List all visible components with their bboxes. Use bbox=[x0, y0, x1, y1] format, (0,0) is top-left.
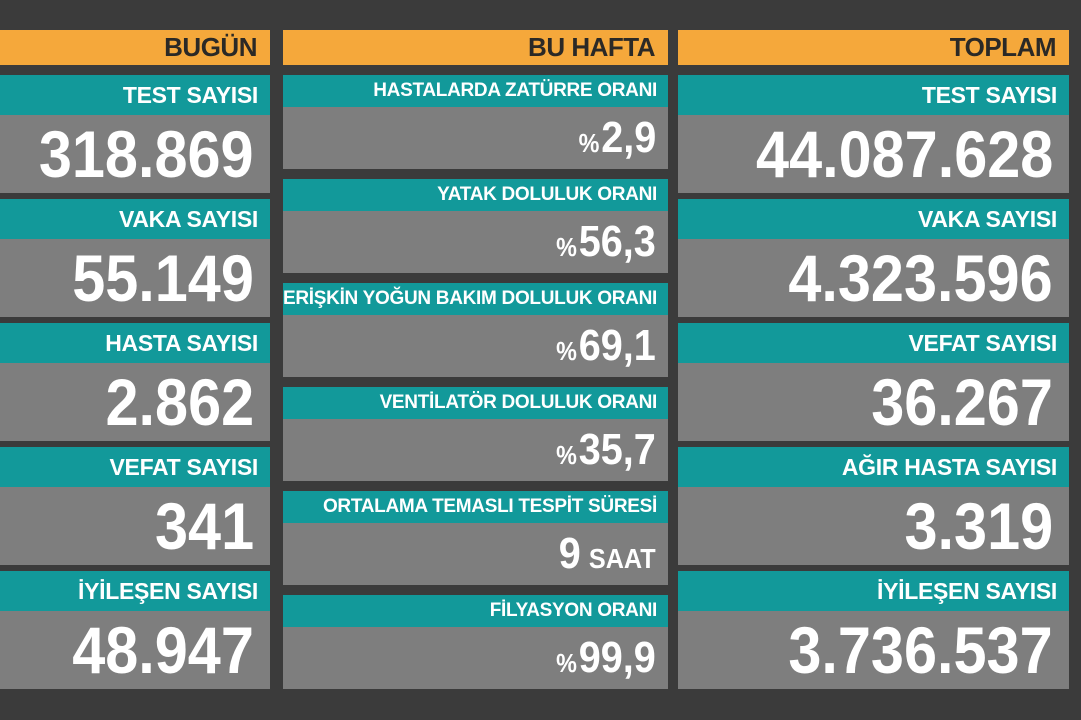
stat-label: YATAK DOLULUK ORANI bbox=[283, 179, 668, 211]
stat-value-text: 48.947 bbox=[72, 613, 254, 687]
stat-value: 341 bbox=[0, 487, 270, 565]
stat-label-text: VAKA SAYISI bbox=[118, 205, 258, 232]
stat-value: % 99,9 bbox=[283, 627, 668, 689]
stat-label-text: VEFAT SAYISI bbox=[109, 453, 258, 480]
stat-label-text: ERİŞKİN YOĞUN BAKIM DOLULUK ORANI bbox=[283, 288, 657, 309]
stat-value: 3.319 bbox=[678, 487, 1069, 565]
column-today-title: BUGÜN bbox=[164, 32, 257, 62]
column-total-header: TOPLAM bbox=[678, 30, 1069, 65]
stat-label: VENTİLATÖR DOLULUK ORANI bbox=[283, 387, 668, 419]
percent-sign: % bbox=[556, 440, 578, 470]
stat-value: % 69,1 bbox=[283, 315, 668, 377]
stat-value: 48.947 bbox=[0, 611, 270, 689]
stat-label-text: TEST SAYISI bbox=[122, 81, 258, 108]
column-total: TOPLAM TEST SAYISI 44.087.628 VAKA SAYIS… bbox=[678, 30, 1069, 695]
stat-value-text: 2,9 bbox=[600, 113, 656, 162]
column-today-header: BUGÜN bbox=[0, 30, 270, 65]
stat-value: 2.862 bbox=[0, 363, 270, 441]
stat-label: AĞIR HASTA SAYISI bbox=[678, 447, 1069, 487]
stat-value: 55.149 bbox=[0, 239, 270, 317]
stat-label-text: İYİLEŞEN SAYISI bbox=[877, 577, 1057, 604]
stat-label: VEFAT SAYISI bbox=[678, 323, 1069, 363]
panel-total-vefat: VEFAT SAYISI 36.267 bbox=[678, 323, 1069, 441]
panel-today-iyilesen: İYİLEŞEN SAYISI 48.947 bbox=[0, 571, 270, 689]
panel-week-zaturre: HASTALARDA ZATÜRRE ORANI % 2,9 bbox=[283, 75, 668, 169]
stat-label-text: HASTA SAYISI bbox=[105, 329, 258, 356]
panel-total-vaka: VAKA SAYISI 4.323.596 bbox=[678, 199, 1069, 317]
column-today: BUGÜN TEST SAYISI 318.869 VAKA SAYISI 55… bbox=[0, 30, 270, 695]
stat-value-text: 3.736.537 bbox=[788, 613, 1053, 687]
stat-label-text: TEST SAYISI bbox=[921, 81, 1057, 108]
stat-label-text: AĞIR HASTA SAYISI bbox=[841, 453, 1057, 480]
panel-total-agir-hasta: AĞIR HASTA SAYISI 3.319 bbox=[678, 447, 1069, 565]
stat-value-text: 36.267 bbox=[871, 365, 1053, 439]
stat-label: FİLYASYON ORANI bbox=[283, 595, 668, 627]
stat-value: 318.869 bbox=[0, 115, 270, 193]
column-total-title: TOPLAM bbox=[949, 32, 1057, 62]
stat-value: % 56,3 bbox=[283, 211, 668, 273]
stat-label: VEFAT SAYISI bbox=[0, 447, 270, 487]
column-week-title: BU HAFTA bbox=[528, 32, 655, 62]
stat-value-text: 2.862 bbox=[105, 365, 254, 439]
stat-label-text: VEFAT SAYISI bbox=[908, 329, 1057, 356]
stat-value: 4.323.596 bbox=[678, 239, 1069, 317]
stat-value-text: 99,9 bbox=[578, 633, 656, 682]
stat-label: TEST SAYISI bbox=[678, 75, 1069, 115]
stat-label: VAKA SAYISI bbox=[678, 199, 1069, 239]
panel-today-vefat: VEFAT SAYISI 341 bbox=[0, 447, 270, 565]
stat-label: VAKA SAYISI bbox=[0, 199, 270, 239]
value-unit: SAAT bbox=[589, 543, 656, 574]
panel-today-hasta: HASTA SAYISI 2.862 bbox=[0, 323, 270, 441]
stat-value-text: 3.319 bbox=[904, 489, 1053, 563]
stat-value-text: 341 bbox=[154, 489, 254, 563]
panel-today-test: TEST SAYISI 318.869 bbox=[0, 75, 270, 193]
panel-total-iyilesen: İYİLEŞEN SAYISI 3.736.537 bbox=[678, 571, 1069, 689]
stat-value-text: 4.323.596 bbox=[788, 241, 1053, 315]
percent-sign: % bbox=[556, 232, 578, 262]
column-week: BU HAFTA HASTALARDA ZATÜRRE ORANI % 2,9 Y… bbox=[283, 30, 668, 699]
stat-label-text: HASTALARDA ZATÜRRE ORANI bbox=[373, 80, 657, 101]
stat-value-text: 55.149 bbox=[72, 241, 254, 315]
stat-label-text: VAKA SAYISI bbox=[917, 205, 1057, 232]
stat-label-text: FİLYASYON ORANI bbox=[489, 600, 658, 621]
stat-value-text: 35,7 bbox=[578, 425, 656, 474]
stat-label: ORTALAMA TEMASLI TESPİT SÜRESİ bbox=[283, 491, 668, 523]
stat-value-text: 44.087.628 bbox=[755, 117, 1053, 191]
stat-label: ERİŞKİN YOĞUN BAKIM DOLULUK ORANI bbox=[283, 283, 668, 315]
stat-label: İYİLEŞEN SAYISI bbox=[678, 571, 1069, 611]
stat-value-text: 56,3 bbox=[578, 217, 656, 266]
panel-total-test: TEST SAYISI 44.087.628 bbox=[678, 75, 1069, 193]
stat-value: 9 SAAT bbox=[283, 523, 668, 585]
stat-label: HASTA SAYISI bbox=[0, 323, 270, 363]
panel-week-temasli-tespit: ORTALAMA TEMASLI TESPİT SÜRESİ 9 SAAT bbox=[283, 491, 668, 585]
stat-label: İYİLEŞEN SAYISI bbox=[0, 571, 270, 611]
stat-value-text: 9 bbox=[559, 529, 582, 578]
stat-value: 36.267 bbox=[678, 363, 1069, 441]
percent-sign: % bbox=[578, 128, 600, 158]
stat-value-text: 69,1 bbox=[578, 321, 656, 370]
stat-value: % 35,7 bbox=[283, 419, 668, 481]
panel-week-yatak: YATAK DOLULUK ORANI % 56,3 bbox=[283, 179, 668, 273]
panel-week-yogun-bakim: ERİŞKİN YOĞUN BAKIM DOLULUK ORANI % 69,1 bbox=[283, 283, 668, 377]
stat-value: 44.087.628 bbox=[678, 115, 1069, 193]
stat-label-text: ORTALAMA TEMASLI TESPİT SÜRESİ bbox=[322, 496, 657, 517]
percent-sign: % bbox=[556, 648, 578, 678]
stat-label-text: İYİLEŞEN SAYISI bbox=[78, 577, 258, 604]
stat-label-text: VENTİLATÖR DOLULUK ORANI bbox=[379, 392, 658, 413]
column-week-header: BU HAFTA bbox=[283, 30, 668, 65]
percent-sign: % bbox=[556, 336, 578, 366]
stat-value: % 2,9 bbox=[283, 107, 668, 169]
panel-week-ventilator: VENTİLATÖR DOLULUK ORANI % 35,7 bbox=[283, 387, 668, 481]
panel-today-vaka: VAKA SAYISI 55.149 bbox=[0, 199, 270, 317]
panel-week-filyasyon: FİLYASYON ORANI % 99,9 bbox=[283, 595, 668, 689]
stat-label: HASTALARDA ZATÜRRE ORANI bbox=[283, 75, 668, 107]
stat-label-text: YATAK DOLULUK ORANI bbox=[437, 184, 657, 205]
stat-value: 3.736.537 bbox=[678, 611, 1069, 689]
stat-label: TEST SAYISI bbox=[0, 75, 270, 115]
stat-value-text: 318.869 bbox=[39, 117, 254, 191]
